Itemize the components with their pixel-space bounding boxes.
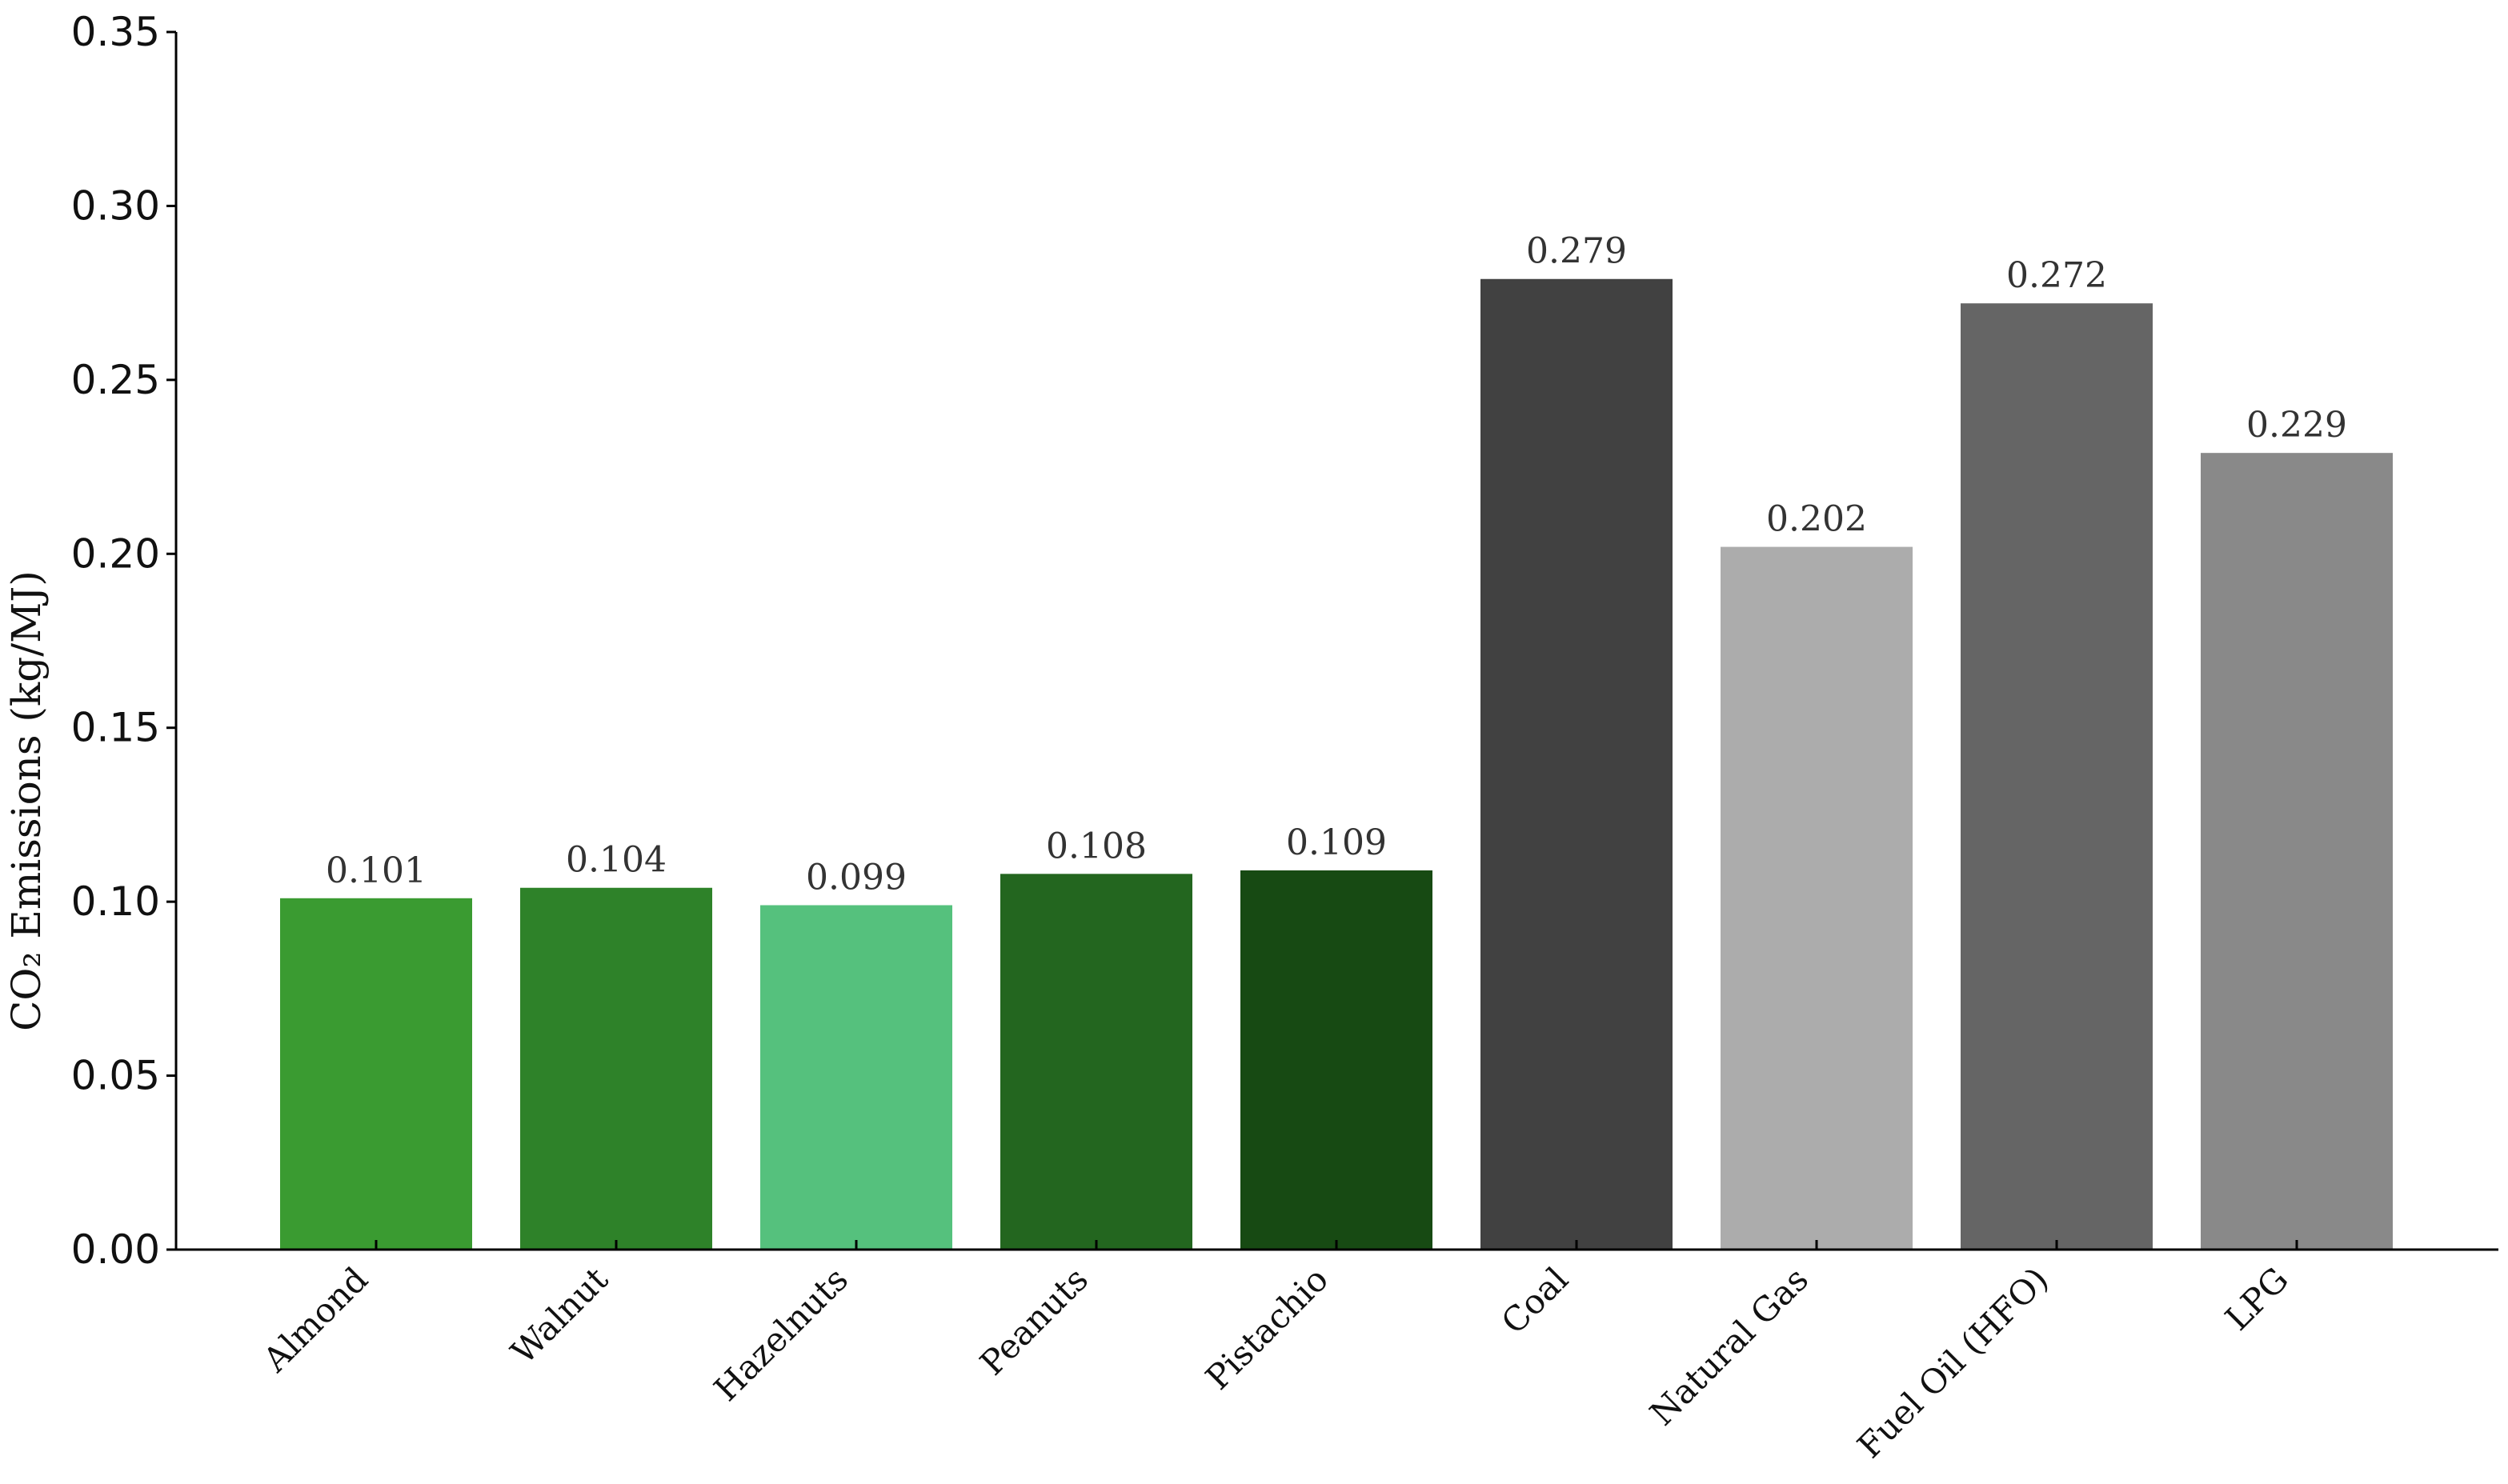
- x-tick-label: Peanuts: [972, 1259, 1096, 1382]
- bar-hazelnuts: [760, 905, 952, 1250]
- x-tick-label: LPG: [2218, 1259, 2296, 1338]
- data-label: 0.272: [2006, 255, 2107, 296]
- data-label: 0.229: [2246, 405, 2347, 446]
- x-tick-label: Fuel Oil (HFO): [1849, 1259, 2056, 1466]
- data-label: 0.104: [566, 840, 667, 881]
- data-label: 0.108: [1046, 826, 1147, 866]
- data-label: 0.099: [806, 857, 907, 898]
- bar-peanuts: [1000, 874, 1192, 1250]
- y-tick-label: 0.00: [71, 1226, 160, 1273]
- bars-layer: [280, 278, 2393, 1250]
- bar-coal: [1480, 278, 1673, 1250]
- bar-almond: [280, 898, 472, 1250]
- bar-walnut: [520, 887, 712, 1250]
- x-tick-label: Coal: [1494, 1259, 1576, 1341]
- bar-natural-gas: [1721, 546, 1913, 1250]
- data-label: 0.279: [1526, 231, 1627, 272]
- x-ticks-layer: Almond Walnut Hazelnuts Peanuts Pistachio Coa…: [255, 1240, 2298, 1466]
- y-tick-label: 0.20: [71, 530, 160, 577]
- data-label: 0.202: [1766, 499, 1867, 540]
- y-axis-label: CO₂ Emissions (kg/MJ): [3, 570, 50, 1031]
- x-tick-label: Natural Gas: [1642, 1259, 1816, 1433]
- y-tick-label: 0.25: [71, 357, 160, 403]
- y-ticks-layer: 0.00 0.05 0.10 0.15 0.20 0.25 0.30 0.35: [71, 9, 176, 1273]
- y-tick-label: 0.35: [71, 9, 160, 55]
- x-tick-label: Hazelnuts: [707, 1259, 855, 1408]
- data-labels-layer: 0.101 0.104 0.099 0.108 0.109 0.279 0.202 0.272…: [326, 231, 2347, 898]
- x-tick-label: Walnut: [503, 1259, 615, 1371]
- bar-fuel-oil-hfo: [1961, 303, 2153, 1250]
- y-tick-label: 0.10: [71, 878, 160, 925]
- bar-lpg: [2201, 453, 2393, 1250]
- bar-pistachio: [1240, 870, 1432, 1250]
- y-tick-label: 0.05: [71, 1053, 160, 1099]
- data-label: 0.101: [326, 850, 427, 891]
- y-tick-label: 0.30: [71, 182, 160, 229]
- x-tick-label: Pistachio: [1198, 1259, 1336, 1397]
- y-tick-label: 0.15: [71, 705, 160, 751]
- x-tick-label: Almond: [255, 1259, 375, 1379]
- data-label: 0.109: [1286, 822, 1387, 863]
